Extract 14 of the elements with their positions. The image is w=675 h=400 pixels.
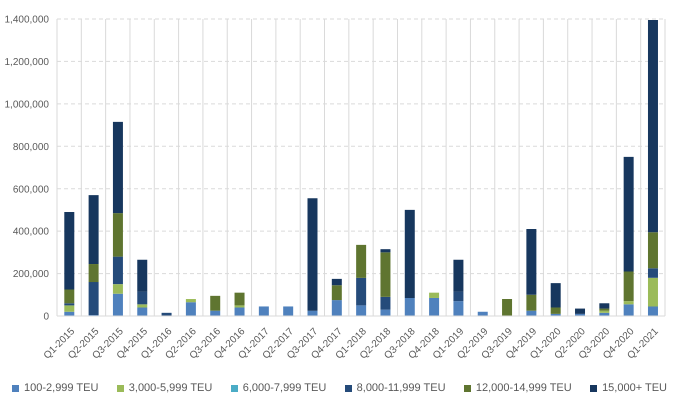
y-tick-label: 1,200,000 [4,56,50,68]
y-tick-label: 400,000 [12,226,50,238]
y-tick-label: 1,000,000 [4,99,50,110]
legend-label: 100-2,999 TEU [24,382,98,394]
legend-label: 15,000+ TEU [602,382,667,394]
legend-label: 3,000-5,999 TEU [128,382,212,394]
y-tick-label: 1,400,000 [4,14,50,26]
y-tick-label: 200,000 [12,269,50,280]
legend-label: 12,000-14,999 TEU [476,382,572,394]
legend-label: 6,000-7,999 TEU [242,382,326,394]
y-tick-label: 800,000 [12,142,50,153]
y-tick-label: 600,000 [12,184,50,196]
legend-label: 8,000-11,999 TEU [356,382,446,394]
y-tick-label: 0 [43,312,50,323]
